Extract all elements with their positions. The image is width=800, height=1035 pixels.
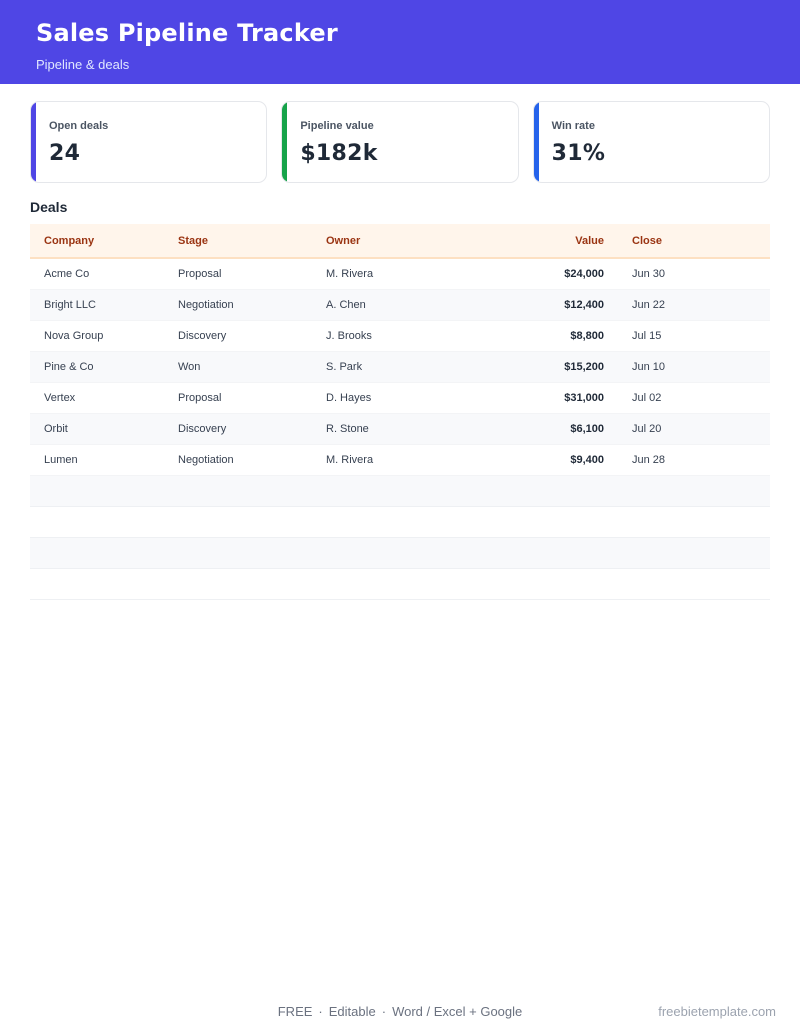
cell-stage: Discovery xyxy=(178,423,227,435)
cell-stage: Proposal xyxy=(178,268,222,280)
cell-owner: S. Park xyxy=(326,361,363,373)
card-value: 31% xyxy=(551,141,606,166)
cell-owner: A. Chen xyxy=(326,299,366,311)
cell-owner: R. Stone xyxy=(326,423,369,435)
cell-stage: Discovery xyxy=(178,330,227,342)
cell-owner: J. Brooks xyxy=(326,330,372,342)
cell-value: $15,200 xyxy=(564,361,604,373)
footer-formats-label: Word / Excel + Google xyxy=(392,1004,523,1019)
page-footer: FREE · Editable · Word / Excel + Google free… xyxy=(0,1004,800,1024)
footer-free-label: FREE xyxy=(277,1004,313,1019)
pipeline-value-card: Pipeline value $182k xyxy=(281,101,519,183)
footer-editable-label: Editable xyxy=(328,1004,376,1019)
page-title: Sales Pipeline Tracker xyxy=(36,19,338,47)
card-accent-bar xyxy=(533,102,539,182)
cell-close: Jul 02 xyxy=(632,392,662,404)
column-header-value: Value xyxy=(575,234,604,247)
cell-close: Jun 30 xyxy=(632,268,666,280)
empty-table-row xyxy=(30,538,770,569)
cell-owner: M. Rivera xyxy=(326,454,374,466)
cell-stage: Won xyxy=(178,361,201,373)
cell-company: Bright LLC xyxy=(44,299,96,311)
cell-company: Nova Group xyxy=(44,330,104,342)
cell-company: Vertex xyxy=(44,392,76,404)
page-header: Sales Pipeline Tracker Pipeline & deals xyxy=(0,0,800,84)
cell-close: Jul 20 xyxy=(632,423,662,435)
cell-stage: Negotiation xyxy=(178,299,234,311)
card-label: Pipeline value xyxy=(300,120,374,132)
cell-company: Acme Co xyxy=(44,268,90,280)
cell-stage: Proposal xyxy=(178,392,222,404)
cell-value: $24,000 xyxy=(564,268,604,280)
footer-tags: FREE · Editable · Word / Excel + Google xyxy=(0,1004,800,1019)
cell-close: Jun 22 xyxy=(632,299,666,311)
card-value: $182k xyxy=(300,141,378,166)
cell-value: $6,100 xyxy=(570,423,604,435)
cell-close: Jul 15 xyxy=(632,330,662,342)
card-accent-bar xyxy=(282,102,288,182)
table-header-row: Company Stage Owner Value Close xyxy=(30,224,770,259)
table-row: Orbit Discovery R. Stone $6,100 Jul 20 xyxy=(30,414,770,445)
column-header-close: Close xyxy=(632,234,662,247)
table-row: Acme Co Proposal M. Rivera $24,000 Jun 3… xyxy=(30,259,770,290)
table-row: Nova Group Discovery J. Brooks $8,800 Ju… xyxy=(30,321,770,352)
table-row: Lumen Negotiation M. Rivera $9,400 Jun 2… xyxy=(30,445,770,476)
cell-stage: Negotiation xyxy=(178,454,234,466)
table-row: Pine & Co Won S. Park $15,200 Jun 10 xyxy=(30,352,770,383)
open-deals-card: Open deals 24 xyxy=(30,101,268,183)
cell-owner: M. Rivera xyxy=(326,268,374,280)
cell-company: Pine & Co xyxy=(44,361,94,373)
empty-table-row xyxy=(30,507,770,538)
empty-table-row xyxy=(30,569,770,600)
card-value: 24 xyxy=(49,141,81,166)
column-header-company: Company xyxy=(44,234,95,247)
column-header-owner: Owner xyxy=(326,234,361,247)
card-accent-bar xyxy=(31,102,36,182)
deals-section-title: Deals xyxy=(30,199,68,215)
separator-dot: · xyxy=(318,1004,323,1019)
column-header-stage: Stage xyxy=(178,234,208,247)
win-rate-card: Win rate 31% xyxy=(532,101,770,183)
card-label: Win rate xyxy=(551,120,595,132)
cell-company: Lumen xyxy=(44,454,78,466)
cell-close: Jun 10 xyxy=(632,361,666,373)
cell-close: Jun 28 xyxy=(632,454,666,466)
cell-owner: D. Hayes xyxy=(326,392,372,404)
empty-table-row xyxy=(30,476,770,507)
summary-cards: Open deals 24 Pipeline value $182k Win r… xyxy=(30,101,770,183)
table-row: Vertex Proposal D. Hayes $31,000 Jul 02 xyxy=(30,383,770,414)
table-row: Bright LLC Negotiation A. Chen $12,400 J… xyxy=(30,290,770,321)
cell-company: Orbit xyxy=(44,423,68,435)
cell-value: $12,400 xyxy=(564,299,604,311)
separator-dot: · xyxy=(381,1004,387,1019)
cell-value: $9,400 xyxy=(570,454,604,466)
card-label: Open deals xyxy=(49,120,109,132)
page-subtitle: Pipeline & deals xyxy=(36,57,130,72)
cell-value: $31,000 xyxy=(564,392,604,404)
cell-value: $8,800 xyxy=(570,330,604,342)
footer-site-link[interactable]: freebietemplate.com xyxy=(658,1004,776,1019)
deals-table: Company Stage Owner Value Close Acme Co … xyxy=(30,224,770,600)
